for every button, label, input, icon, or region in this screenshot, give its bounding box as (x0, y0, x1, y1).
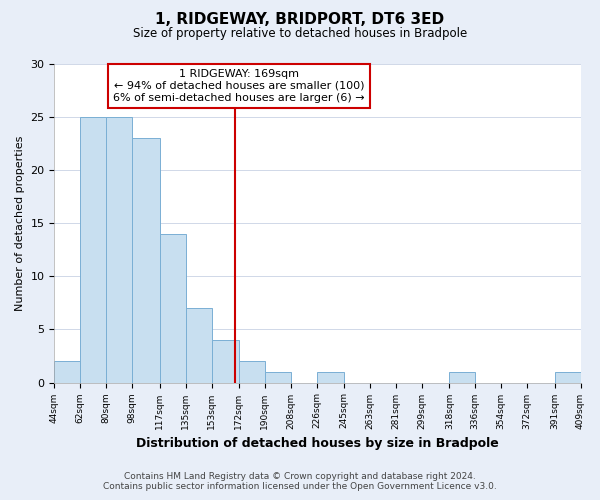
Bar (80, 117, 106, 382)
Bar (212, 340, 239, 382)
Bar (55, 362, 80, 382)
Bar (554, 372, 581, 382)
Y-axis label: Number of detached properties: Number of detached properties (15, 136, 25, 311)
Text: 1 RIDGEWAY: 169sqm
← 94% of detached houses are smaller (100)
6% of semi-detache: 1 RIDGEWAY: 169sqm ← 94% of detached hou… (113, 70, 365, 102)
Text: 1, RIDGEWAY, BRIDPORT, DT6 3ED: 1, RIDGEWAY, BRIDPORT, DT6 3ED (155, 12, 445, 28)
Bar (106, 117, 132, 382)
Bar (317, 372, 344, 382)
Bar (449, 372, 475, 382)
Bar (132, 138, 160, 382)
Bar (239, 362, 265, 382)
Text: Size of property relative to detached houses in Bradpole: Size of property relative to detached ho… (133, 28, 467, 40)
Bar (160, 234, 185, 382)
X-axis label: Distribution of detached houses by size in Bradpole: Distribution of detached houses by size … (136, 437, 499, 450)
Text: Contains HM Land Registry data © Crown copyright and database right 2024.
Contai: Contains HM Land Registry data © Crown c… (103, 472, 497, 491)
Bar (185, 308, 212, 382)
Bar (265, 372, 291, 382)
